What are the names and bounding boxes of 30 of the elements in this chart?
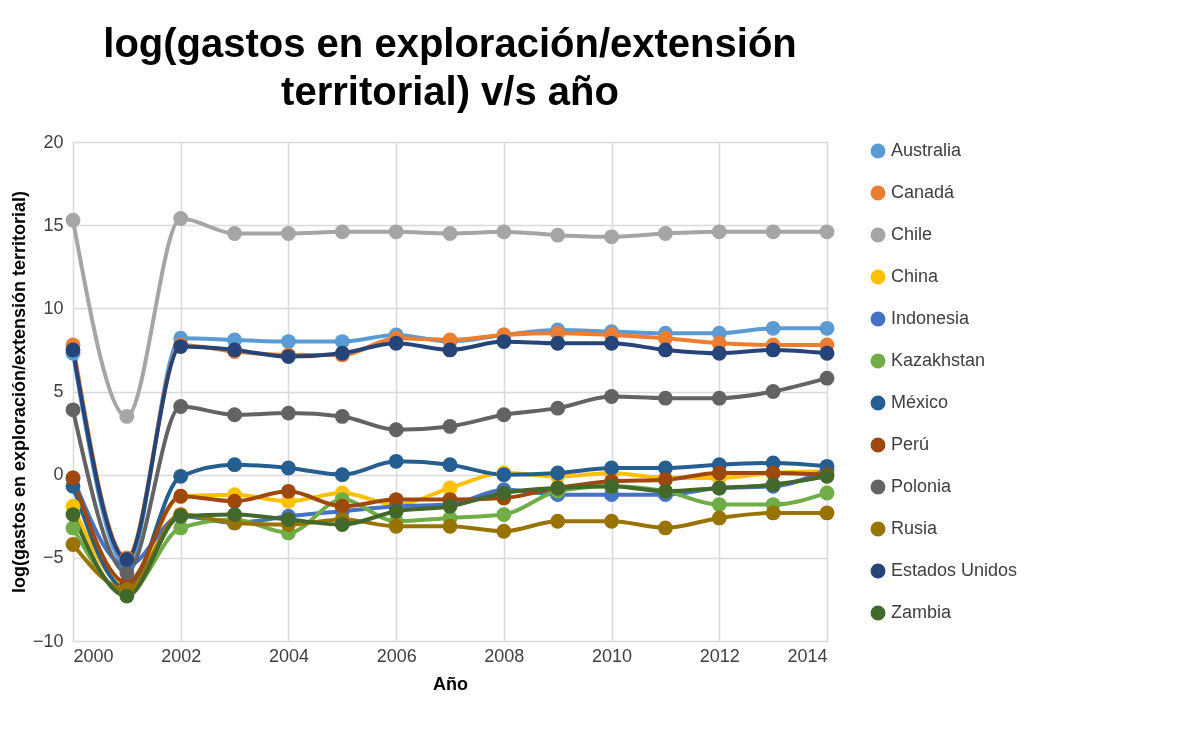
legend-label: Canadá [891,182,956,202]
x-tick-label: 2010 [592,645,633,666]
y-tick-label: −5 [42,547,64,568]
legend-label: Australia [891,140,963,160]
y-tick-label: 0 [53,464,64,485]
x-tick-label: 2000 [73,645,114,666]
chart-title: log(gastos en exploración/extensión territorial) v/s año [103,21,797,113]
x-tick-label: 2012 [699,645,740,666]
y-tick-label: 20 [43,131,64,152]
legend-label: Polonia [891,476,953,496]
legend-label: China [891,266,940,286]
legend-label: Perú [891,434,930,454]
legend-label: Estados Unidos [891,560,1018,580]
legend-label: Chile [891,224,933,244]
y-tick-label: 15 [43,214,64,235]
x-tick-label: 2008 [484,645,525,666]
legend-label: Kazakhstan [891,350,986,370]
x-tick-label: 2014 [787,645,828,666]
x-tick-label: 2004 [268,645,309,666]
y-axis-title: log(gastos en exploración/extensión territorial) [8,190,29,594]
y-tick-label: 10 [43,297,64,318]
legend-label: Indonesia [891,308,971,328]
y-tick-label: 5 [53,381,64,401]
legend-label: Zambia [891,602,953,622]
legend-label: Rusia [891,518,939,538]
x-axis-title: Año [433,673,468,694]
x-tick-label: 2006 [376,645,417,666]
x-tick-label: 2002 [161,645,202,666]
legend-label: México [891,392,949,412]
y-tick-label: −10 [32,630,64,651]
